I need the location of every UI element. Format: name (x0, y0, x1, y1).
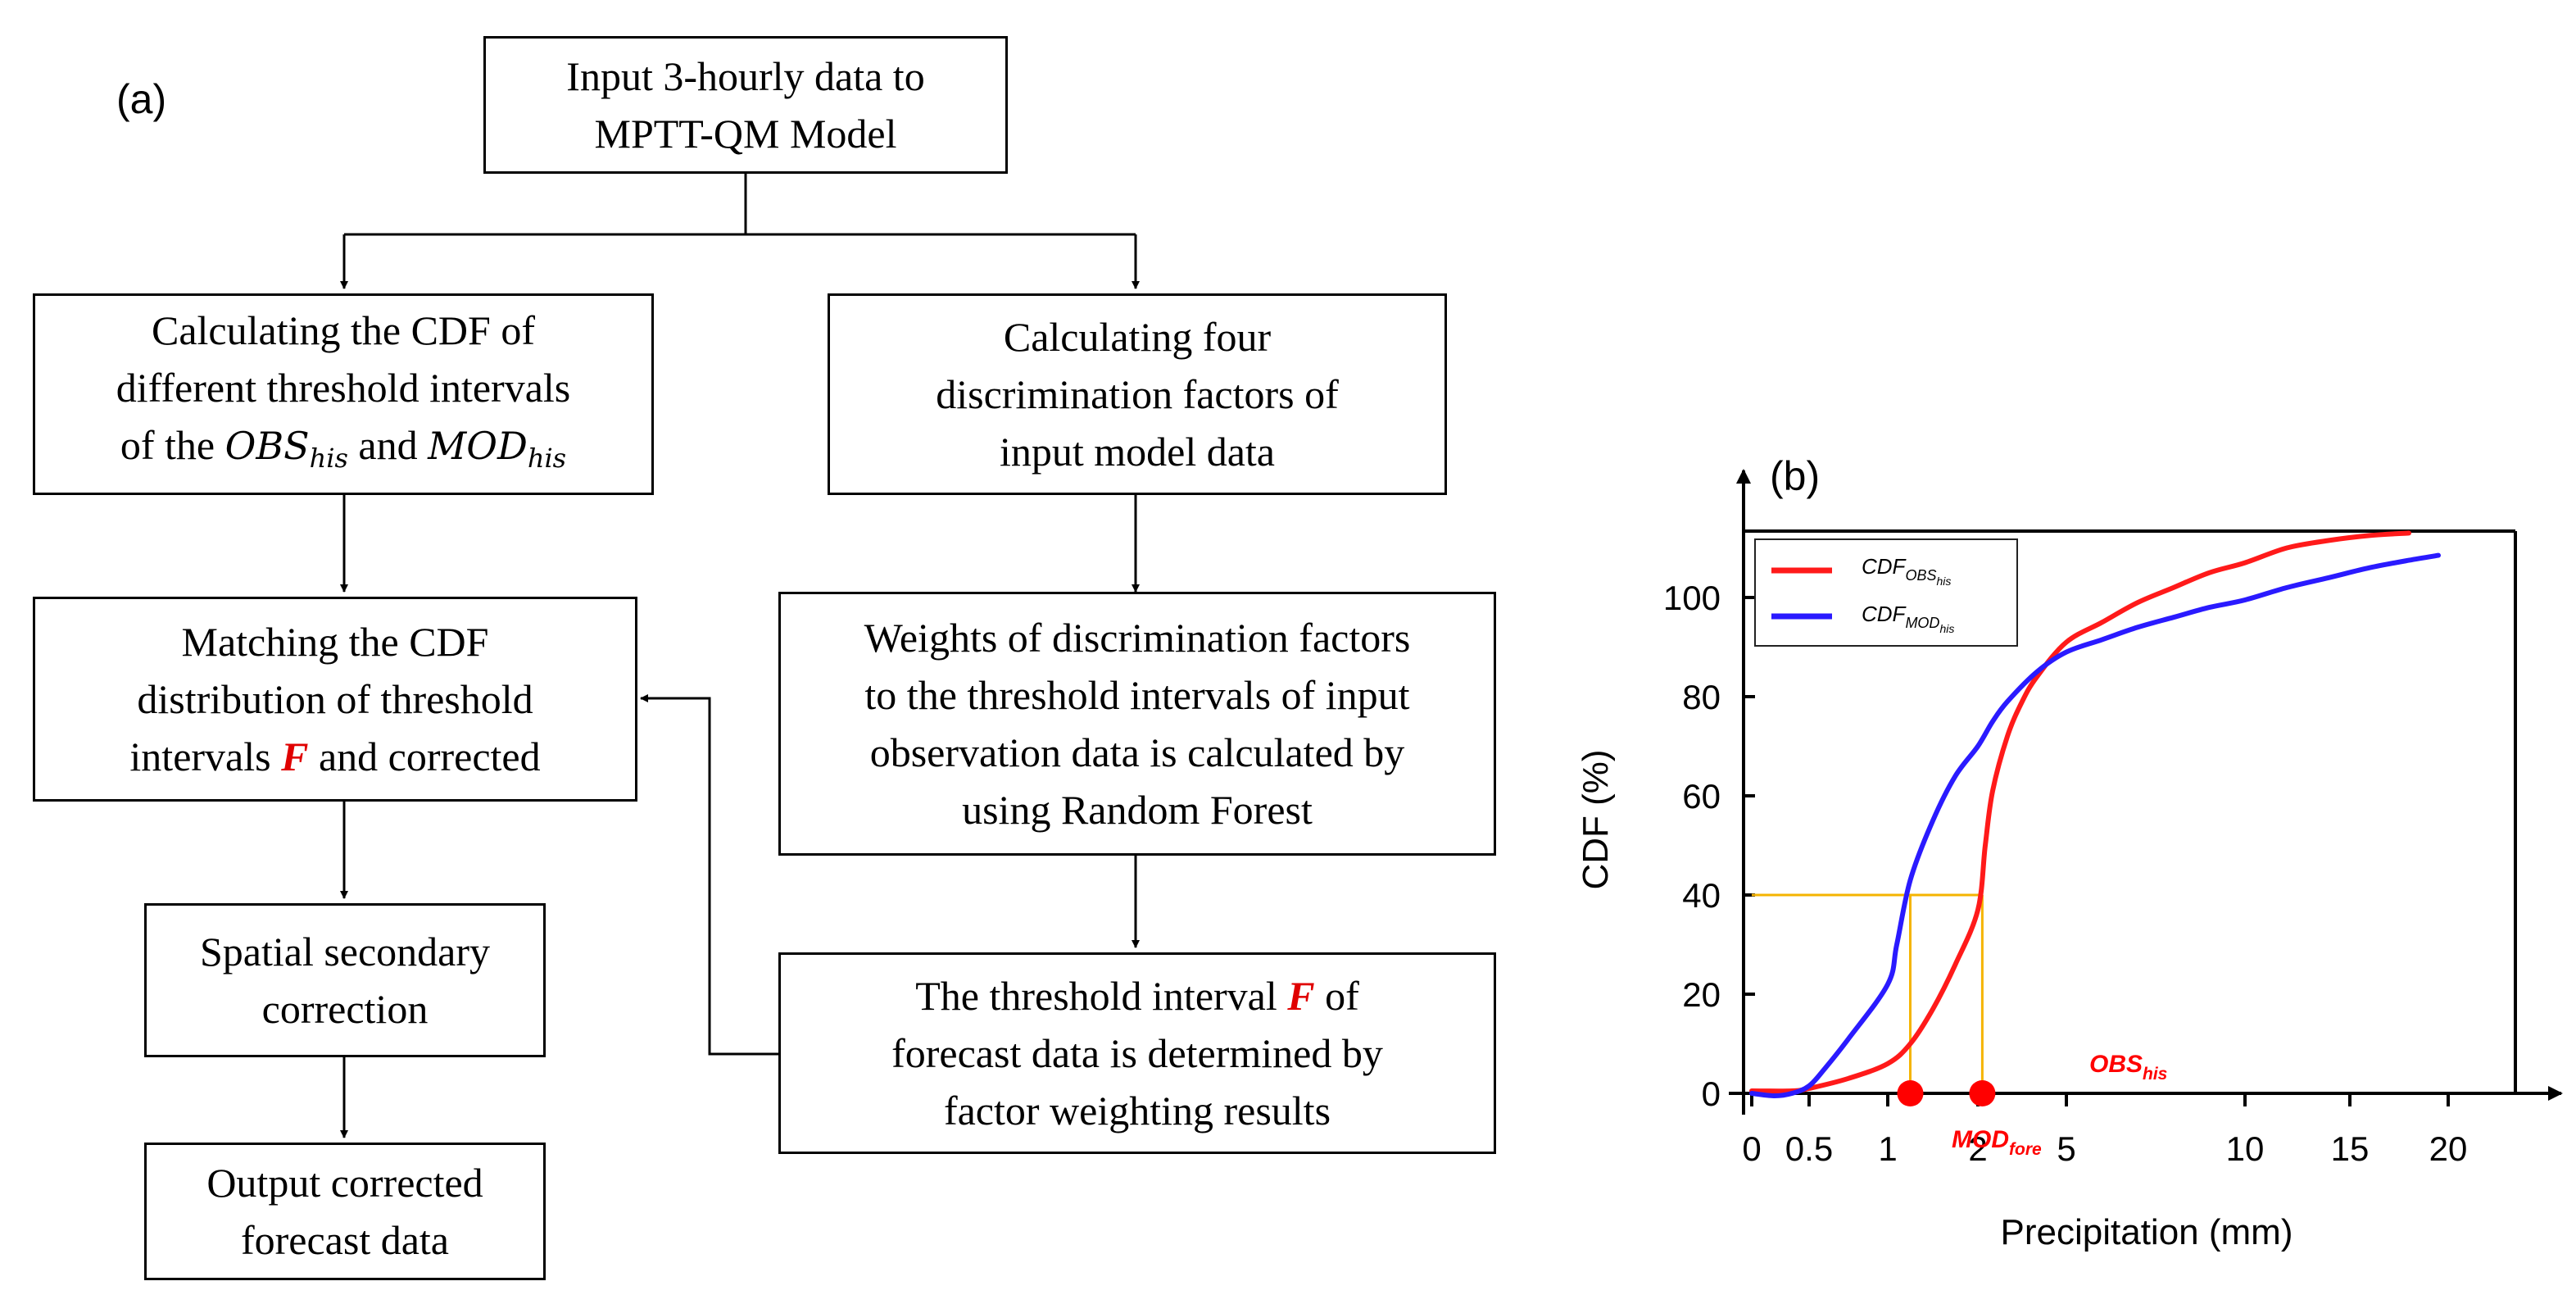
threshold-forecast-box: The threshold interval F of forecast dat… (778, 952, 1496, 1154)
legend: CDFOBShis CDFMODhis (1754, 538, 2018, 647)
label-sub: his (2143, 1065, 2167, 1084)
box-line-with-math: of the OBShis and MODhis (120, 416, 566, 487)
panel-a-label: (a) (116, 76, 167, 122)
box-line: discrimination factors of (936, 371, 1339, 417)
box-line: Weights of discrimination factors (864, 615, 1411, 661)
y-tick-label: 20 (1682, 975, 1721, 1014)
legend-base: CDF (1862, 554, 1907, 579)
discrimination-factors-box: Calculating four discrimination factors … (828, 293, 1447, 495)
x-tick-label: 1 (1878, 1129, 1897, 1168)
legend-box (1754, 538, 2018, 647)
box-line-with-symbol: The threshold interval F of (915, 967, 1359, 1025)
legend-entry-mod: CDFMODhis (1862, 602, 1954, 635)
text-fragment: intervals (129, 734, 282, 779)
mod-fore-dot-label: MODfore (1952, 1126, 2042, 1159)
box-line: Output corrected (206, 1160, 483, 1206)
symbol-subscript: his (527, 443, 567, 475)
box-line: distribution of threshold (137, 676, 533, 722)
x-tick-label: 20 (2429, 1129, 2468, 1168)
cdf-matching-box: Matching the CDF distribution of thresho… (33, 597, 637, 802)
x-tick-label: 15 (2331, 1129, 2370, 1168)
y-tick-label: 0 (1702, 1074, 1721, 1113)
obs-his-symbol: OBShis (224, 423, 348, 474)
spatial-correction-box: Spatial secondary correction (144, 903, 546, 1057)
box-line: Calculating the CDF of (152, 307, 535, 353)
threshold-f-symbol: F (281, 734, 309, 779)
label-base: OBS (2089, 1051, 2143, 1078)
input-data-box: Input 3-hourly data to MPTT-QM Model (483, 36, 1008, 174)
box-line: input model data (999, 429, 1276, 475)
box-line: factor weighting results (943, 1088, 1331, 1134)
box-line: observation data is calculated by (869, 729, 1405, 775)
box-line: Input 3-hourly data to (566, 53, 925, 99)
cdf-mod-his-curve (1749, 552, 2441, 1098)
box-line: Calculating four (1003, 314, 1272, 360)
y-axis-label: CDF (%) (1576, 749, 1616, 889)
legend-subsub: his (1936, 575, 1951, 588)
box-line-with-symbol: intervals F and corrected (129, 728, 540, 785)
output-box: Output corrected forecast data (144, 1143, 546, 1280)
symbol-base: OBS (224, 423, 310, 468)
legend-sub: MOD (1905, 615, 1939, 631)
y-tick-label: 60 (1682, 777, 1721, 816)
obs-his-dot-label: OBShis (2089, 1051, 2167, 1084)
box-line: Spatial secondary (199, 929, 491, 975)
obs-his-point (1969, 1080, 1996, 1106)
x-axis-label: Precipitation (mm) (2001, 1212, 2293, 1252)
text-fragment: The threshold interval (915, 973, 1288, 1019)
box-line: to the threshold intervals of input (864, 672, 1410, 718)
symbol-base: MOD (428, 423, 528, 468)
box-line: forecast data is determined by (891, 1030, 1383, 1076)
text-fragment: and (347, 421, 429, 468)
box-line: different threshold intervals (116, 364, 571, 411)
box-line: Matching the CDF (181, 619, 489, 665)
label-sub: fore (2009, 1140, 2042, 1159)
x-tick-label: 5 (2057, 1129, 2075, 1168)
x-tick-label: 0.5 (1785, 1129, 1833, 1168)
box-line: MPTT-QM Model (594, 111, 897, 157)
y-tick-label: 40 (1682, 876, 1721, 915)
box-line: forecast data (240, 1217, 449, 1263)
random-forest-weights-box: Weights of discrimination factors to the… (778, 592, 1496, 856)
x-tick-label: 10 (2226, 1129, 2265, 1168)
legend-subsub: his (1939, 622, 1954, 635)
x-tick-label: 0 (1742, 1129, 1761, 1168)
threshold-f-symbol: F (1287, 973, 1315, 1019)
mod-fore-point (1897, 1080, 1924, 1106)
box-line: using Random Forest (962, 787, 1313, 833)
cdf-calculation-box: Calculating the CDF of different thresho… (33, 293, 654, 495)
y-tick-label: 80 (1682, 678, 1721, 716)
legend-entry-obs: CDFOBShis (1862, 554, 1951, 588)
x-tick-label: 2 (1968, 1129, 1987, 1168)
panel-b-label: (b) (1770, 453, 1820, 499)
label-base: MOD (1952, 1126, 2009, 1153)
feedback-arrow (640, 694, 778, 1056)
box-line: correction (261, 986, 429, 1032)
legend-sub: OBS (1905, 567, 1936, 584)
y-tick-label: 100 (1663, 579, 1721, 617)
legend-base: CDF (1862, 602, 1907, 626)
text-fragment: and corrected (308, 734, 541, 779)
text-fragment: of (1314, 973, 1359, 1019)
mod-his-symbol: MODhis (428, 423, 566, 474)
text-fragment: of the (120, 421, 225, 468)
symbol-subscript: his (309, 443, 348, 475)
cdf-obs-his-curve (1749, 530, 2411, 1094)
